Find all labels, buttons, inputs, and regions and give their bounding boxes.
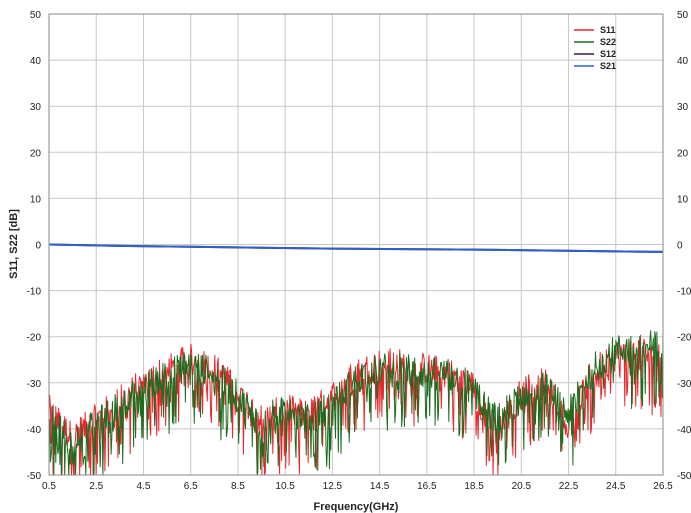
x-tick-label: 16.5 [417, 481, 437, 492]
y-tick-label-right: -20 [677, 333, 691, 344]
x-tick-label: 26.5 [653, 481, 673, 492]
x-axis-title: Frequency(GHz) [314, 501, 399, 513]
y-tick-label-right: -50 [677, 471, 691, 482]
plot-frame [48, 13, 664, 476]
y-tick-label-left: 30 [30, 102, 42, 113]
y-tick-label-left: 40 [30, 56, 42, 67]
x-tick-label: 2.5 [89, 481, 103, 492]
x-tick-label: 14.5 [370, 481, 390, 492]
series-s21-line [48, 243, 664, 253]
series-s22-line [48, 330, 664, 476]
y-tick-label-left: 20 [30, 148, 42, 159]
legend-label-s22: S22 [600, 37, 616, 47]
x-tick-label: 18.5 [464, 481, 484, 492]
y-tick-label-right: 50 [677, 10, 689, 21]
legend-label-s12: S12 [600, 49, 616, 59]
y-axis-title: S11, S22 [dB] [8, 209, 20, 279]
y-tick-label-right: 10 [677, 194, 689, 205]
y-tick-label-left: -30 [27, 379, 42, 390]
x-tick-label: 8.5 [231, 481, 245, 492]
x-tick-label: 0.5 [42, 481, 56, 492]
y-tick-label-left: 0 [35, 241, 41, 252]
tick-labels: 0.5 2.5 4.5 6.5 8.5 10.5 12.5 14.5 16.5 18.5 20.5 2… [27, 10, 691, 492]
x-tick-label: 22.5 [559, 481, 579, 492]
x-tick-label: 20.5 [512, 481, 532, 492]
x-tick-label: 12.5 [323, 481, 343, 492]
y-tick-label-left: 10 [30, 194, 42, 205]
x-tick-label: 6.5 [184, 481, 198, 492]
y-tick-label-left: 50 [30, 10, 42, 21]
legend: S11 S22 S12 S21 [574, 25, 616, 71]
y-tick-label-right: -40 [677, 425, 691, 436]
y-tick-label-left: -10 [27, 287, 42, 298]
x-tick-label: 10.5 [275, 481, 295, 492]
y-tick-label-right: 30 [677, 102, 689, 113]
x-tick-label: 24.5 [606, 481, 626, 492]
y-tick-label-right: 40 [677, 56, 689, 67]
legend-label-s11: S11 [600, 25, 616, 35]
series-layer [48, 243, 664, 476]
y-tick-label-left: -50 [27, 471, 42, 482]
y-tick-label-left: -40 [27, 425, 42, 436]
y-tick-label-right: 20 [677, 148, 689, 159]
y-tick-label-right: -30 [677, 379, 691, 390]
x-tick-label: 4.5 [137, 481, 151, 492]
y-tick-label-left: -20 [27, 333, 42, 344]
y-tick-label-right: 0 [677, 241, 683, 252]
y-tick-label-right: -10 [677, 287, 691, 298]
legend-label-s21: S21 [600, 61, 616, 71]
